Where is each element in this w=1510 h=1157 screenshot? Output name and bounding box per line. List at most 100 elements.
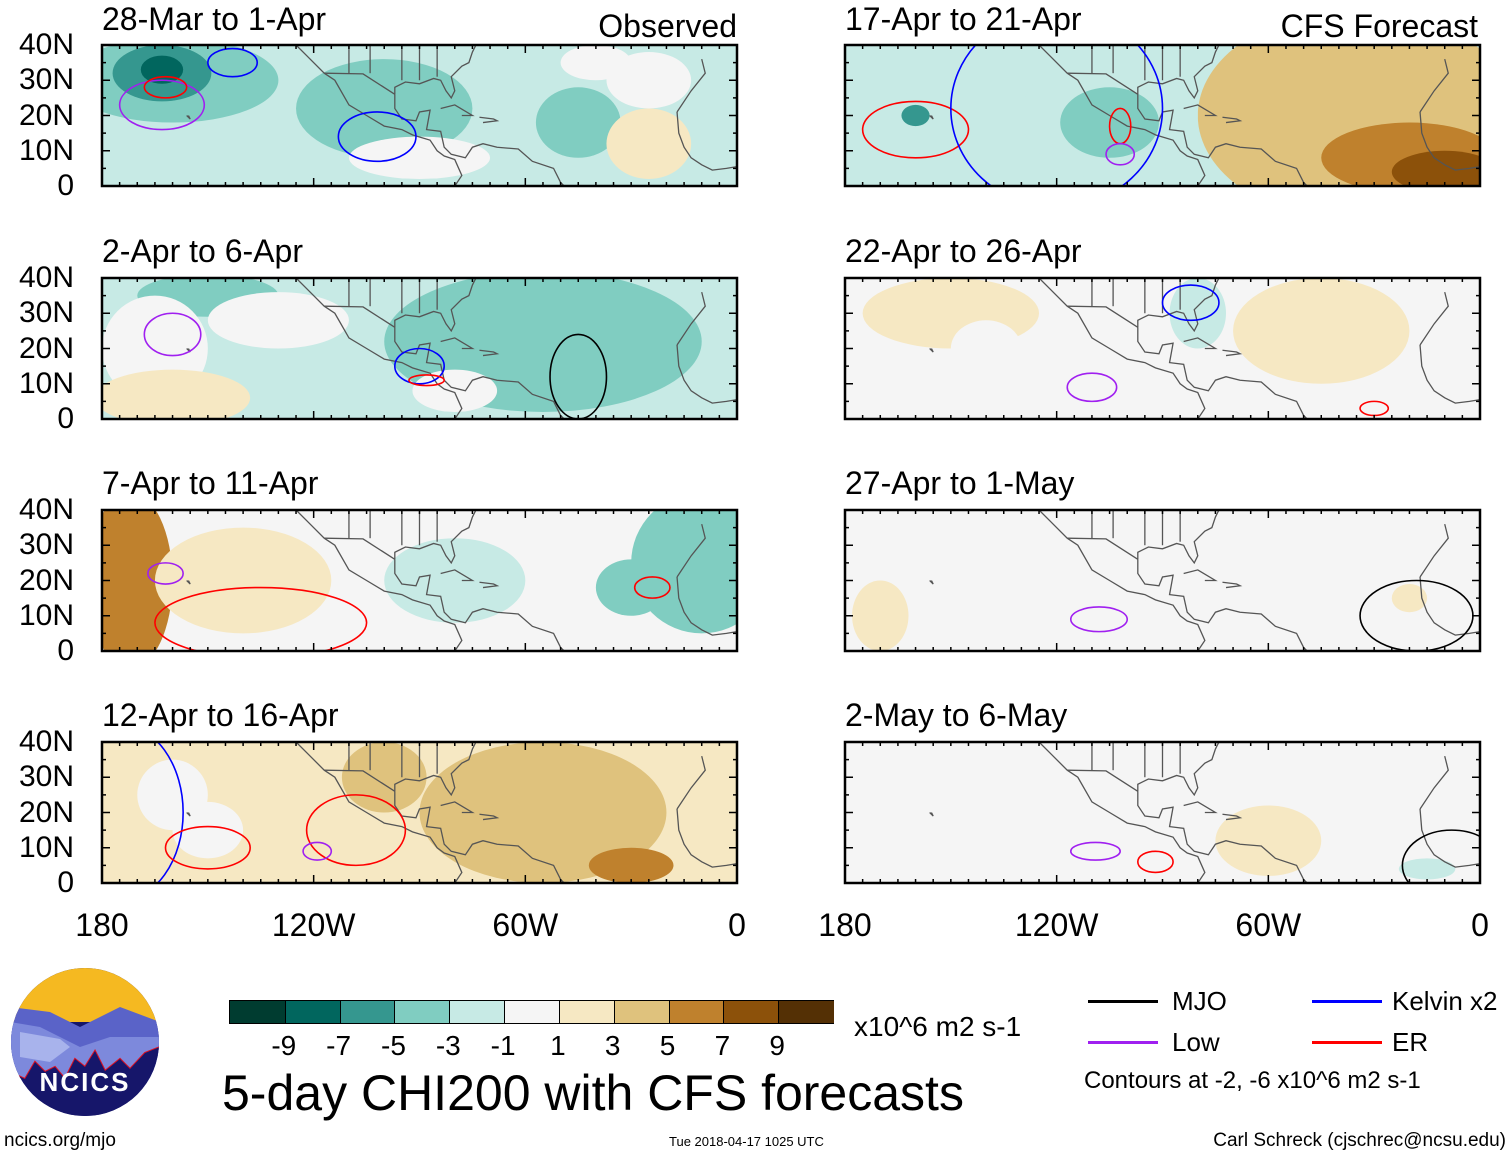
coastline xyxy=(1419,523,1449,578)
anomaly-fill xyxy=(1391,584,1428,613)
anomaly-fill xyxy=(1215,805,1322,876)
coastline xyxy=(1067,769,1139,792)
x-tick-label: 0 xyxy=(1471,907,1489,943)
coastline xyxy=(479,581,500,589)
coastline xyxy=(394,742,477,797)
y-tick-label: 40N xyxy=(18,725,74,758)
anomaly-fill xyxy=(207,292,349,349)
contour-kelvin xyxy=(337,111,417,163)
contour-low xyxy=(118,79,206,131)
panel-title: 17-Apr to 21-Apr xyxy=(845,1,1082,37)
y-tick-label: 40N xyxy=(18,28,74,61)
anomaly-fill xyxy=(1398,858,1456,880)
source-url[interactable]: ncics.org/mjo xyxy=(4,1130,116,1151)
anomaly-fill xyxy=(560,45,632,81)
x-tick-label: 120W xyxy=(1014,907,1099,943)
map-panel xyxy=(100,740,739,885)
contour-low xyxy=(147,562,184,585)
contour-er xyxy=(633,576,671,599)
coastline xyxy=(1137,327,1308,419)
anomaly-fill xyxy=(1233,278,1410,384)
coastline xyxy=(929,580,934,585)
colorbar-tick-label: -5 xyxy=(381,1030,406,1061)
coastline xyxy=(1419,58,1449,113)
legend-swatch-kelvin xyxy=(1312,1000,1382,1003)
coastline xyxy=(1222,813,1243,821)
coastline xyxy=(1222,349,1243,357)
anomaly-fill xyxy=(595,559,667,616)
ncics-logo: NCICS xyxy=(11,968,159,1116)
colorbar-cell xyxy=(504,1001,560,1023)
coastline xyxy=(1419,576,1480,636)
coastline xyxy=(324,72,396,95)
contour-low xyxy=(1066,372,1118,403)
coastline xyxy=(1419,344,1480,404)
coastline xyxy=(394,278,477,333)
coastline xyxy=(676,523,706,578)
coastline xyxy=(295,510,463,651)
y-tick-label: 10N xyxy=(18,830,74,864)
colorbar-cell xyxy=(394,1001,451,1023)
coastline xyxy=(440,104,475,117)
x-tick-label: 180 xyxy=(75,907,129,943)
contour-low xyxy=(1105,142,1136,166)
contour-mjo xyxy=(1401,829,1480,883)
coastline xyxy=(1137,45,1220,100)
x-tick-label: 0 xyxy=(728,907,746,943)
anomaly-fill xyxy=(1391,742,1480,866)
coastline xyxy=(1137,559,1308,651)
anomaly-fill xyxy=(950,320,1022,377)
anomaly-fill xyxy=(419,742,667,883)
y-tick-label: 40N xyxy=(18,493,74,526)
contour-kelvin xyxy=(207,47,259,78)
coastline xyxy=(676,58,706,113)
author: Carl Schreck (cjschrec@ncsu.edu) xyxy=(1213,1130,1506,1151)
colorbar-cell xyxy=(284,1001,341,1023)
map-panel xyxy=(843,508,1482,653)
coastline xyxy=(929,115,934,120)
coastline xyxy=(676,291,706,346)
coastline xyxy=(479,349,500,357)
x-tick-label: 60W xyxy=(492,907,559,943)
legend-label: MJO xyxy=(1172,986,1227,1016)
timestamp: Tue 2018-04-17 1025 UTC xyxy=(669,1134,824,1149)
y-tick-label: 30N xyxy=(18,63,74,97)
legend-label: Low xyxy=(1172,1027,1220,1057)
coastline xyxy=(1038,742,1206,883)
logo-text: NCICS xyxy=(40,1067,131,1097)
colorbar-tick-label: 9 xyxy=(769,1030,785,1061)
coastline xyxy=(440,337,475,350)
y-tick-label: 20N xyxy=(18,98,74,132)
coastline xyxy=(676,111,737,171)
map-panel xyxy=(843,740,1482,885)
contour-er xyxy=(1137,850,1174,874)
contour-low xyxy=(143,312,202,357)
panel-title: 2-Apr to 6-Apr xyxy=(102,233,303,269)
observed-label: Observed xyxy=(598,8,737,44)
colorbar-tick-label: 3 xyxy=(604,1030,621,1061)
coastline xyxy=(394,327,565,419)
contour-kelvin xyxy=(1161,284,1220,322)
x-tick-label: 180 xyxy=(818,907,872,943)
anomaly-fill xyxy=(908,777,994,848)
panel-title: 2-May to 6-May xyxy=(845,697,1068,733)
colorbar-units: x10^6 m2 s-1 xyxy=(854,1011,1022,1042)
panel-title: 7-Apr to 11-Apr xyxy=(102,465,319,501)
contour-er xyxy=(305,794,407,867)
contour-er xyxy=(154,586,368,651)
colorbar-tick-label: -3 xyxy=(435,1030,461,1061)
coastline xyxy=(324,769,396,792)
coastline xyxy=(1419,111,1480,171)
y-tick-label: 20N xyxy=(18,331,74,365)
coastline xyxy=(186,115,191,120)
coastline xyxy=(324,305,396,328)
anomaly-fill xyxy=(1391,150,1480,186)
contour-er xyxy=(164,825,251,870)
panel-title: 22-Apr to 26-Apr xyxy=(845,233,1082,269)
legend-swatch-er xyxy=(1312,1041,1382,1044)
y-tick-label: 20N xyxy=(18,563,74,597)
colorbar-cell xyxy=(668,1001,725,1023)
coastline xyxy=(1183,801,1218,814)
colorbar-tick-label: 1 xyxy=(550,1030,566,1061)
contour-low xyxy=(1069,606,1129,633)
